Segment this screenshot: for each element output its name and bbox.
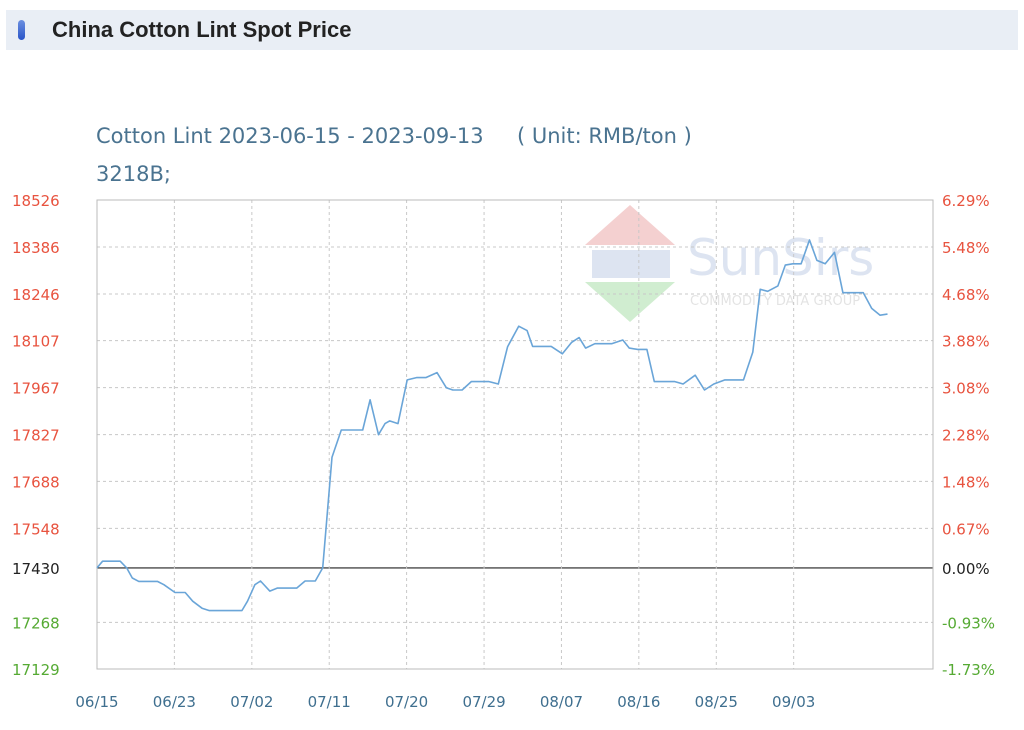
y2-tick-label: 4.68% [942, 286, 990, 304]
header-bar [6, 10, 1018, 50]
y2-tick-label: 1.48% [942, 473, 990, 491]
y-tick-label: 17548 [12, 520, 60, 538]
y-tick-label: 17967 [12, 380, 60, 398]
y-tick-label: 17129 [12, 661, 60, 679]
y2-tick-label: 0.67% [942, 520, 990, 538]
y2-tick-label: -1.73% [942, 661, 995, 679]
x-tick-label: 09/03 [772, 693, 815, 711]
x-tick-label: 06/15 [75, 693, 118, 711]
y-tick-label: 17827 [12, 427, 60, 445]
y-tick-label: 17688 [12, 473, 60, 491]
x-tick-label: 08/25 [695, 693, 738, 711]
y-tick-label: 17268 [12, 614, 60, 632]
x-tick-label: 07/20 [385, 693, 428, 711]
chart-title: Cotton Lint 2023-06-15 - 2023-09-13 ( Un… [96, 124, 692, 148]
y2-tick-label: -0.93% [942, 614, 995, 632]
price-series-line [96, 239, 888, 612]
y-tick-label: 18386 [12, 239, 60, 257]
x-tick-label: 08/16 [617, 693, 660, 711]
sunsirs-watermark: SunSirs COMMODITY DATA GROUP [585, 205, 874, 322]
y2-tick-label: 3.88% [942, 333, 990, 351]
y2-tick-label: 6.29% [942, 192, 990, 210]
page-title: China Cotton Lint Spot Price [52, 17, 352, 42]
chart-subtitle: 3218B; [96, 162, 171, 186]
x-tick-label: 07/11 [308, 693, 351, 711]
x-tick-label: 08/07 [540, 693, 583, 711]
y-tick-label: 18526 [12, 192, 60, 210]
x-tick-label: 07/02 [230, 693, 273, 711]
y-tick-label: 18107 [12, 333, 60, 351]
y2-tick-label: 5.48% [942, 239, 990, 257]
plot-frame [96, 199, 934, 670]
x-tick-label: 06/23 [153, 693, 196, 711]
y-tick-label: 18246 [12, 286, 60, 304]
svg-text:COMMODITY DATA GROUP: COMMODITY DATA GROUP [690, 294, 860, 309]
y2-tick-label: 2.28% [942, 427, 990, 445]
y2-tick-label: 3.08% [942, 380, 990, 398]
x-tick-label: 07/29 [462, 693, 505, 711]
y-tick-label: 17430 [12, 560, 60, 578]
header-accent-icon [18, 20, 25, 40]
y2-tick-label: 0.00% [942, 560, 990, 578]
